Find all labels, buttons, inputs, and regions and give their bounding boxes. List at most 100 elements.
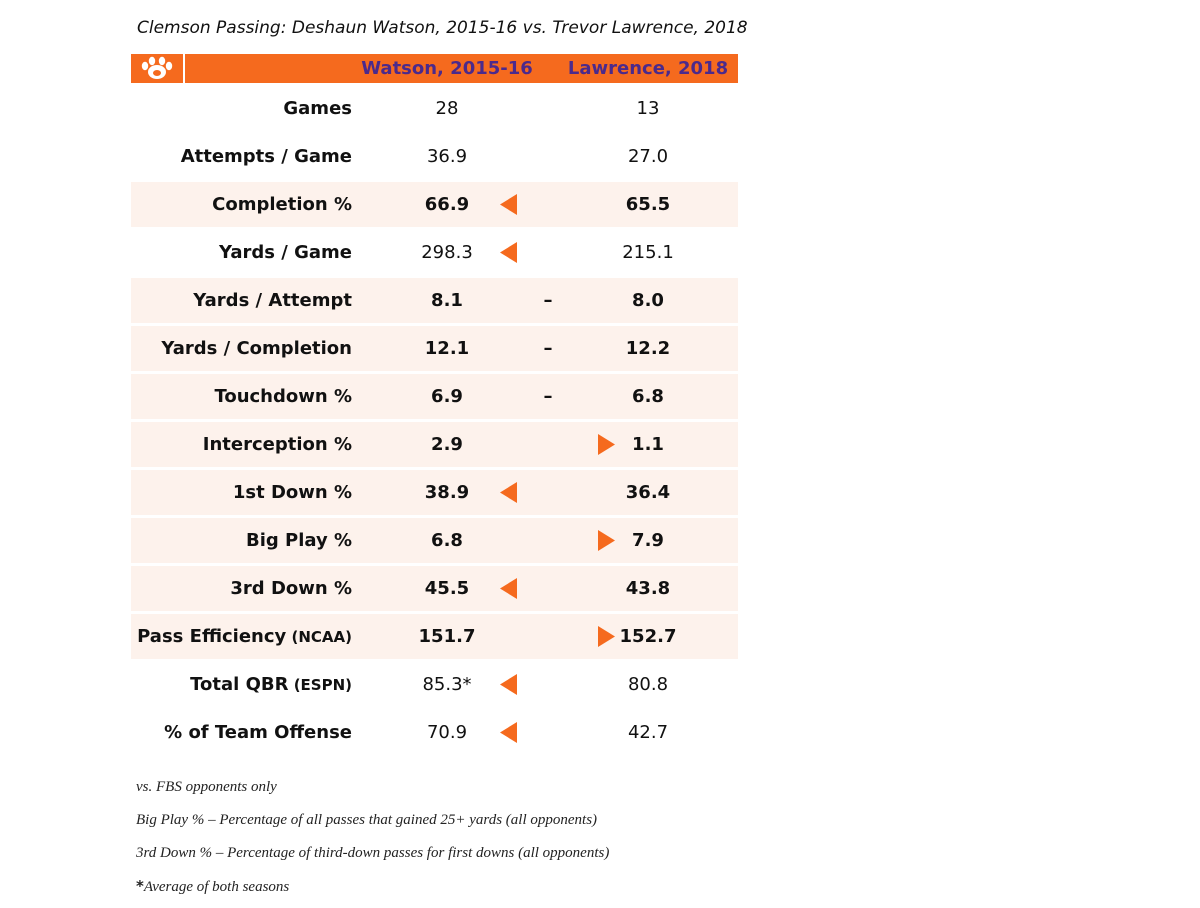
value-watson: 298.3 <box>421 242 473 263</box>
table-row: 3rd Down % 45.5 43.8 <box>131 566 738 611</box>
value-lawrence: 8.0 <box>632 290 664 311</box>
table-row: Touchdown % 6.9 6.8 – <box>131 374 738 419</box>
row-label-source: (ESPN) <box>288 676 352 694</box>
footnote-text: Big Play % – Percentage of all passes th… <box>136 812 598 828</box>
row-label-text: Attempts / Game <box>180 146 352 167</box>
row-label: 1st Down % <box>233 470 352 515</box>
table-row: 1st Down % 38.9 36.4 <box>131 470 738 515</box>
value-watson: 45.5 <box>424 578 470 599</box>
value-lawrence: 152.7 <box>619 626 677 647</box>
paw-icon <box>131 54 183 83</box>
row-label: Pass Efficiency (NCAA) <box>137 614 352 659</box>
value-watson: 6.8 <box>431 530 463 551</box>
row-label: 3rd Down % <box>230 566 352 611</box>
stats-table: Games 28 13 Attempts / Game 36.9 27.0 Completi… <box>131 86 738 758</box>
footnote: Big Play % – Percentage of all passes th… <box>136 809 609 842</box>
column-header-lawrence: Lawrence, 2018 <box>567 58 729 79</box>
row-label: Games <box>283 86 352 131</box>
value-lawrence: 65.5 <box>625 194 671 215</box>
footnote: 3rd Down % – Percentage of third-down pa… <box>136 842 609 875</box>
advantage-lawrence-arrow-icon <box>591 518 621 563</box>
row-label-text: Big Play % <box>245 530 352 551</box>
table-header: Watson, 2015-16 Lawrence, 2018 <box>131 54 738 83</box>
value-watson: 2.9 <box>431 434 463 455</box>
value-watson: 85.3* <box>422 674 472 695</box>
advantage-watson-arrow-icon <box>493 230 523 275</box>
table-row: Completion % 66.9 65.5 <box>131 182 738 227</box>
row-label-text: Games <box>283 98 352 119</box>
value-lawrence: 42.7 <box>627 722 669 743</box>
table-row: Games 28 13 <box>131 86 738 131</box>
row-label: Yards / Game <box>219 230 352 275</box>
value-lawrence: 13 <box>636 98 660 119</box>
row-label-text: Yards / Attempt <box>193 290 352 311</box>
table-row: Interception % 2.9 1.1 <box>131 422 738 467</box>
row-label-text: % of Team Offense <box>164 722 352 743</box>
even-dash: – <box>543 338 553 359</box>
chart-title: Clemson Passing: Deshaun Watson, 2015-16… <box>137 18 748 38</box>
advantage-watson-arrow-icon <box>493 182 523 227</box>
value-watson: 151.7 <box>418 626 476 647</box>
table-row: Pass Efficiency (NCAA) 151.7 152.7 <box>131 614 738 659</box>
table-row: Yards / Attempt 8.1 8.0 – <box>131 278 738 323</box>
value-lawrence: 43.8 <box>625 578 671 599</box>
advantage-lawrence-arrow-icon <box>591 614 621 659</box>
row-label: Attempts / Game <box>181 134 352 179</box>
footnote-text: 3rd Down % – Percentage of third-down pa… <box>136 845 610 861</box>
row-label: Yards / Completion <box>161 326 352 371</box>
row-label-source: (NCAA) <box>286 628 353 646</box>
value-watson: 66.9 <box>424 194 470 215</box>
advantage-watson-arrow-icon <box>493 566 523 611</box>
value-lawrence: 80.8 <box>627 674 669 695</box>
advantage-watson-arrow-icon <box>493 470 523 515</box>
advantage-watson-arrow-icon <box>493 662 523 707</box>
column-header-watson: Watson, 2015-16 <box>361 58 533 79</box>
value-watson: 38.9 <box>424 482 470 503</box>
row-label-text: Touchdown % <box>214 386 352 407</box>
row-label: Yards / Attempt <box>193 278 352 323</box>
value-lawrence: 27.0 <box>627 146 669 167</box>
row-label: Total QBR (ESPN) <box>190 662 352 707</box>
row-label-text: Yards / Game <box>219 242 352 263</box>
footnote: vs. FBS opponents only <box>136 776 609 809</box>
table-row: % of Team Offense 70.9 42.7 <box>131 710 738 755</box>
value-lawrence: 1.1 <box>632 434 664 455</box>
value-lawrence: 36.4 <box>625 482 671 503</box>
header-background <box>185 54 738 83</box>
value-watson: 8.1 <box>431 290 463 311</box>
row-label-text: Pass Efficiency <box>137 626 287 647</box>
row-label-text: Interception % <box>202 434 352 455</box>
row-label: Interception % <box>203 422 352 467</box>
row-label: Big Play % <box>246 518 352 563</box>
table-row: Yards / Game 298.3 215.1 <box>131 230 738 275</box>
row-label-text: Total QBR <box>190 674 289 695</box>
even-dash: – <box>543 386 553 407</box>
footnote: *Average of both seasons <box>136 875 609 908</box>
row-label-text: Yards / Completion <box>161 338 352 359</box>
row-label: % of Team Offense <box>164 710 352 755</box>
table-row: Attempts / Game 36.9 27.0 <box>131 134 738 179</box>
value-watson: 36.9 <box>426 146 468 167</box>
value-watson: 6.9 <box>431 386 463 407</box>
footnote-text: vs. FBS opponents only <box>136 779 277 795</box>
row-label: Touchdown % <box>214 374 352 419</box>
value-watson: 28 <box>435 98 459 119</box>
value-lawrence: 12.2 <box>625 338 671 359</box>
value-lawrence: 6.8 <box>632 386 664 407</box>
row-label-text: 1st Down % <box>232 482 352 503</box>
value-watson: 70.9 <box>426 722 468 743</box>
footnote-text: Average of both seasons <box>143 879 290 895</box>
value-lawrence: 7.9 <box>632 530 664 551</box>
row-label-text: 3rd Down % <box>230 578 352 599</box>
table-row: Total QBR (ESPN) 85.3* 80.8 <box>131 662 738 707</box>
table-row: Big Play % 6.8 7.9 <box>131 518 738 563</box>
value-watson: 12.1 <box>424 338 470 359</box>
footnote-star: * <box>136 877 144 895</box>
value-lawrence: 215.1 <box>622 242 674 263</box>
row-label: Completion % <box>212 182 352 227</box>
footnotes: vs. FBS opponents only Big Play % – Perce… <box>136 776 609 908</box>
row-label-text: Completion % <box>212 194 352 215</box>
advantage-lawrence-arrow-icon <box>591 422 621 467</box>
table-row: Yards / Completion 12.1 12.2 – <box>131 326 738 371</box>
even-dash: – <box>543 290 553 311</box>
